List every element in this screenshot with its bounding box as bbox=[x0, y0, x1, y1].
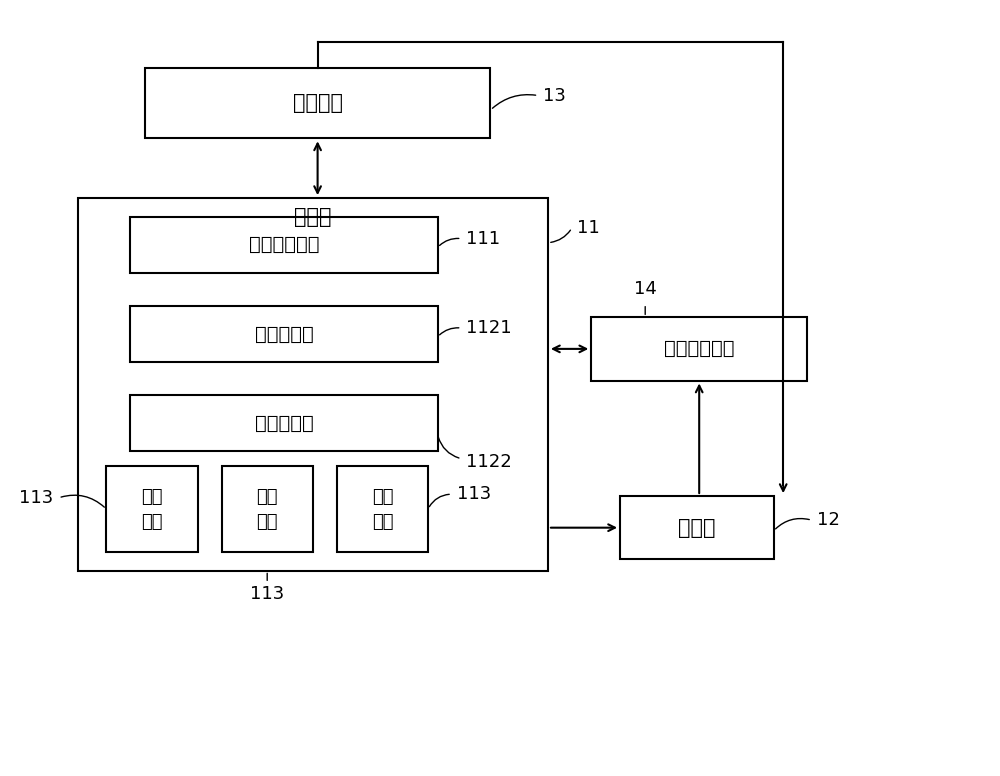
FancyBboxPatch shape bbox=[222, 466, 313, 552]
FancyBboxPatch shape bbox=[145, 68, 490, 138]
FancyBboxPatch shape bbox=[130, 396, 438, 452]
Text: 113: 113 bbox=[250, 585, 284, 604]
Text: 计算单元: 计算单元 bbox=[293, 93, 343, 113]
Text: 目标
特征: 目标 特征 bbox=[372, 487, 393, 531]
Text: 113: 113 bbox=[19, 489, 54, 507]
Text: 跟踪器: 跟踪器 bbox=[678, 518, 716, 538]
FancyBboxPatch shape bbox=[78, 198, 548, 570]
FancyBboxPatch shape bbox=[591, 317, 807, 380]
Text: 目标
特征: 目标 特征 bbox=[141, 487, 163, 531]
FancyBboxPatch shape bbox=[106, 466, 198, 552]
Text: 扫描仪: 扫描仪 bbox=[294, 206, 332, 227]
FancyBboxPatch shape bbox=[130, 217, 438, 272]
FancyBboxPatch shape bbox=[337, 466, 428, 552]
Text: 14: 14 bbox=[634, 280, 657, 298]
Text: 11: 11 bbox=[577, 219, 600, 237]
Text: 第二摄像头: 第二摄像头 bbox=[255, 414, 313, 433]
FancyBboxPatch shape bbox=[130, 306, 438, 362]
Text: 1122: 1122 bbox=[466, 453, 512, 472]
FancyBboxPatch shape bbox=[620, 496, 774, 559]
Text: 结构光投影器: 结构光投影器 bbox=[249, 235, 319, 254]
Text: 12: 12 bbox=[817, 511, 840, 529]
Text: 时钟同步单元: 时钟同步单元 bbox=[664, 339, 734, 359]
Text: 113: 113 bbox=[457, 485, 491, 503]
Text: 1121: 1121 bbox=[466, 319, 512, 337]
Text: 第一摄像头: 第一摄像头 bbox=[255, 324, 313, 344]
Text: 13: 13 bbox=[543, 87, 566, 105]
Text: 111: 111 bbox=[466, 230, 501, 248]
Text: 目标
特征: 目标 特征 bbox=[256, 487, 278, 531]
